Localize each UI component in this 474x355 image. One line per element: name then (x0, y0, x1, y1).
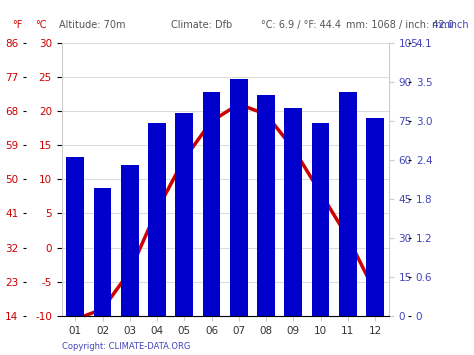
Text: inch: inch (448, 20, 469, 29)
Bar (148, 123, 166, 316)
Text: Copyright: CLIMATE-DATA.ORG: Copyright: CLIMATE-DATA.ORG (62, 343, 190, 351)
Bar (339, 92, 356, 316)
Text: mm: 1068 / inch: 42.0: mm: 1068 / inch: 42.0 (346, 20, 454, 29)
Bar (312, 123, 329, 316)
Bar (66, 157, 84, 316)
Bar (94, 189, 111, 316)
Bar (284, 108, 302, 316)
Bar (203, 92, 220, 316)
Text: mm: mm (431, 20, 450, 29)
Bar (366, 118, 384, 316)
Bar (175, 113, 193, 316)
Text: °C: °C (36, 20, 47, 29)
Bar (257, 95, 275, 316)
Text: °F: °F (12, 20, 22, 29)
Text: Altitude: 70m: Altitude: 70m (59, 20, 126, 29)
Text: Climate: Dfb: Climate: Dfb (171, 20, 232, 29)
Bar (121, 165, 138, 316)
Bar (230, 79, 247, 316)
Text: °C: 6.9 / °F: 44.4: °C: 6.9 / °F: 44.4 (261, 20, 341, 29)
